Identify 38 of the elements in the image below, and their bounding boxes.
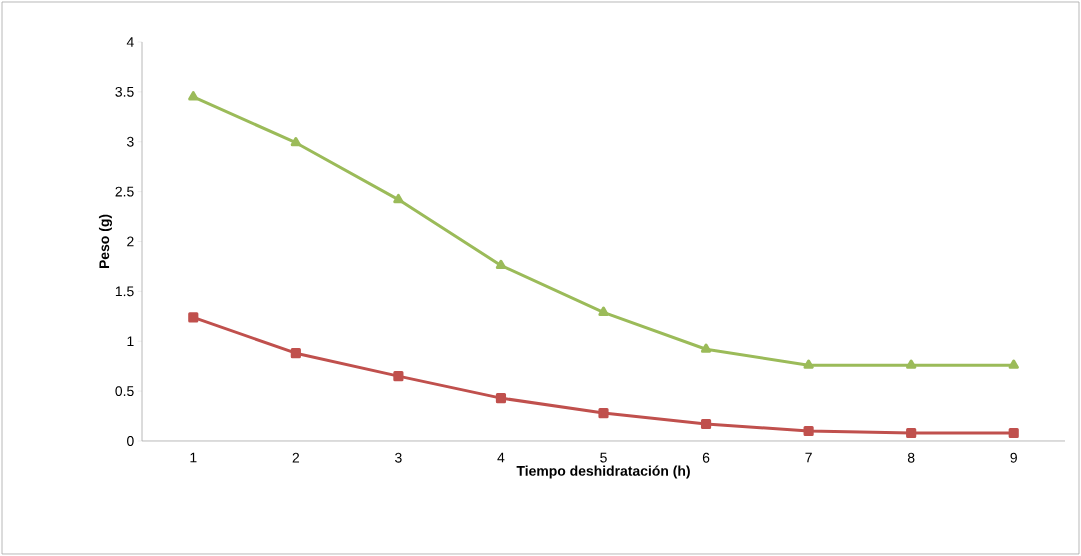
- point: [188, 312, 199, 323]
- point: [495, 393, 507, 404]
- point: [598, 407, 609, 419]
- point: [906, 359, 917, 369]
- y-axis-title: Peso (g): [98, 214, 113, 269]
- x-tick-label: 6: [702, 452, 710, 463]
- point: [495, 259, 507, 270]
- y-tick-label: 2.5: [115, 186, 134, 197]
- point: [290, 137, 301, 147]
- point: [290, 348, 301, 359]
- x-axis-title: Tiempo deshidratación (h): [516, 465, 690, 479]
- point: [598, 306, 609, 316]
- point: [1008, 359, 1019, 369]
- point: [393, 193, 404, 204]
- x-tick-label: 7: [805, 452, 812, 463]
- y-tick-label: 1.5: [115, 286, 134, 297]
- x-tick-label: 5: [600, 452, 607, 463]
- point: [188, 91, 199, 101]
- x-tick-label: 8: [907, 452, 915, 463]
- point: [906, 427, 917, 439]
- y-tick-label: 3.5: [115, 86, 134, 97]
- point: [700, 418, 712, 430]
- y-tick-label: 4: [126, 37, 134, 47]
- y-tick-label: 0.5: [115, 386, 134, 397]
- x-tick-label: 9: [1010, 452, 1017, 463]
- y-tick-label: 1: [127, 336, 134, 347]
- point: [1008, 427, 1019, 439]
- y-tick-label: 2: [127, 236, 134, 247]
- x-tick-label: 3: [395, 452, 402, 463]
- point: [700, 343, 712, 353]
- point: [393, 371, 404, 382]
- x-tick-label: 1: [190, 452, 197, 463]
- point: [803, 425, 814, 437]
- y-tick-label: 0: [127, 436, 134, 446]
- x-tick-label: 4: [497, 452, 505, 463]
- x-tick-label: 2: [292, 452, 300, 463]
- y-tick-label: 3: [127, 136, 134, 147]
- point: [803, 359, 814, 369]
